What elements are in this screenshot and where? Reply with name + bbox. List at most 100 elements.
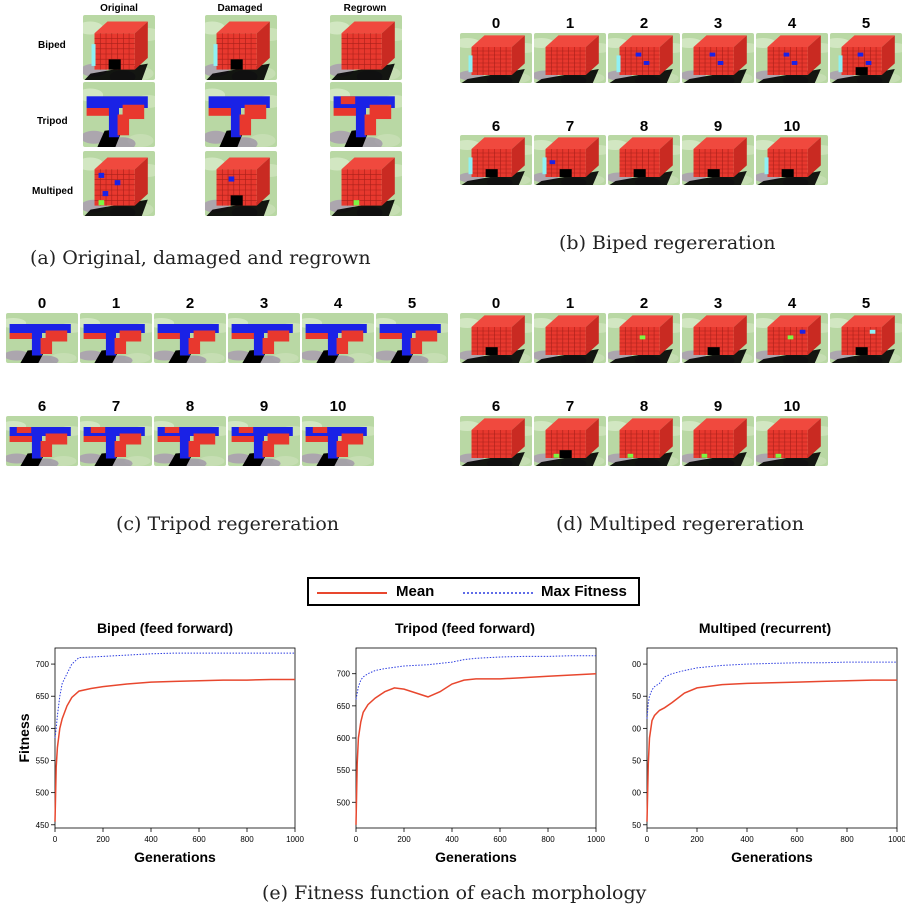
tripod-step-tile-0 <box>6 313 78 363</box>
x-tick-label: 400 <box>740 835 754 844</box>
tripod-step-label-1: 1 <box>111 295 121 312</box>
multiped-step-label-3: 3 <box>713 295 723 312</box>
biped-step-tile-9 <box>682 135 754 185</box>
panel-a-tile-tripod-damaged <box>205 82 277 147</box>
caption-e: (e) Fitness function of each morphology <box>262 882 647 904</box>
tripod-step-label-5: 5 <box>407 295 417 312</box>
col-label-original: Original <box>100 3 138 14</box>
biped-step-label-1: 1 <box>565 15 575 32</box>
tripod-step-label-3: 3 <box>259 295 269 312</box>
multiped-step-label-9: 9 <box>713 398 723 415</box>
biped-step-label-8: 8 <box>639 118 649 135</box>
x-tick-label: 0 <box>53 835 58 844</box>
y-tick-label: 700 <box>337 670 351 679</box>
tripod-step-label-10: 10 <box>329 398 347 415</box>
tripod-step-label-9: 9 <box>259 398 269 415</box>
biped-step-label-0: 0 <box>491 15 501 32</box>
biped-step-tile-6 <box>460 135 532 185</box>
multiped-step-tile-2 <box>608 313 680 363</box>
chart-title: Biped (feed forward) <box>97 620 233 636</box>
biped-step-label-6: 6 <box>491 118 501 135</box>
multiped-step-label-2: 2 <box>639 295 649 312</box>
multiped-step-tile-4 <box>756 313 828 363</box>
y-tick-label: 50 <box>632 692 641 701</box>
series-mean-line <box>54 678 295 822</box>
biped-step-tile-8 <box>608 135 680 185</box>
tripod-step-tile-8 <box>154 416 226 466</box>
biped-step-label-4: 4 <box>787 15 797 32</box>
fitness-chart-0: Biped (feed forward) 0 200 400 600 800 1000 450… <box>16 620 304 865</box>
row-label-multiped: Multiped <box>32 186 74 197</box>
multiped-step-tile-8 <box>608 416 680 466</box>
multiped-step-label-1: 1 <box>565 295 575 312</box>
x-tick-label: 600 <box>192 835 206 844</box>
tripod-step-tile-1 <box>80 313 152 363</box>
multiped-step-tile-7 <box>534 416 606 466</box>
caption-a: (a) Original, damaged and regrown <box>30 247 371 269</box>
biped-step-label-10: 10 <box>783 118 801 135</box>
multiped-step-tile-5 <box>830 313 902 363</box>
multiped-step-label-0: 0 <box>491 295 501 312</box>
tripod-step-tile-6 <box>6 416 78 466</box>
x-axis-label: Generations <box>134 849 216 865</box>
x-tick-label: 800 <box>541 835 555 844</box>
multiped-step-label-6: 6 <box>491 398 501 415</box>
legend: Mean Max Fitness <box>307 577 640 606</box>
y-tick-label: 450 <box>36 821 50 830</box>
x-tick-label: 400 <box>445 835 459 844</box>
multiped-step-tile-0 <box>460 313 532 363</box>
multiped-step-label-5: 5 <box>861 295 871 312</box>
tripod-step-label-8: 8 <box>185 398 195 415</box>
legend-max-label: Max Fitness <box>541 583 627 600</box>
biped-step-label-5: 5 <box>861 15 871 32</box>
multiped-step-tile-1 <box>534 313 606 363</box>
panel-a-tile-biped-damaged <box>205 15 277 80</box>
row-label-tripod: Tripod <box>37 116 68 127</box>
biped-step-tile-3 <box>682 33 754 83</box>
y-tick-label: 500 <box>36 789 50 798</box>
row-label-biped: Biped <box>38 40 66 51</box>
x-axis-label: Generations <box>435 849 517 865</box>
tripod-step-label-7: 7 <box>111 398 121 415</box>
chart-title: Tripod (feed forward) <box>395 620 535 636</box>
y-tick-label: 650 <box>36 692 50 701</box>
panel-a-tile-biped-original <box>83 15 155 80</box>
tripod-step-label-0: 0 <box>37 295 47 312</box>
multiped-step-label-7: 7 <box>565 398 575 415</box>
multiped-step-tile-10 <box>756 416 828 466</box>
x-tick-label: 1000 <box>888 835 905 844</box>
biped-step-label-7: 7 <box>565 118 575 135</box>
x-tick-label: 200 <box>397 835 411 844</box>
legend-mean-swatch <box>317 592 387 594</box>
panel-a-tile-biped-regrown <box>330 15 402 80</box>
biped-step-label-3: 3 <box>713 15 723 32</box>
series-max-fitness-line <box>646 661 897 719</box>
plot-frame <box>646 647 898 829</box>
y-tick-label: 50 <box>632 821 641 830</box>
tripod-step-label-4: 4 <box>333 295 343 312</box>
tripod-step-tile-3 <box>228 313 300 363</box>
tripod-step-label-6: 6 <box>37 398 47 415</box>
multiped-step-label-8: 8 <box>639 398 649 415</box>
x-tick-label: 600 <box>790 835 804 844</box>
plot-frame <box>54 647 296 829</box>
y-tick-label: 00 <box>632 789 641 798</box>
multiped-step-label-10: 10 <box>783 398 801 415</box>
x-axis-label: Generations <box>731 849 813 865</box>
y-tick-label: 650 <box>337 702 351 711</box>
panel-a-tile-tripod-regrown <box>330 82 402 147</box>
fitness-chart-2: Multiped (recurrent) 0 200 400 600 800 1000 50 0… <box>632 620 905 865</box>
caption-b: (b) Biped regereration <box>559 232 776 254</box>
biped-step-tile-10 <box>756 135 828 185</box>
col-label-damaged: Damaged <box>217 3 263 14</box>
caption-d: (d) Multiped regereration <box>556 513 804 535</box>
biped-step-tile-2 <box>608 33 680 83</box>
panel-a-tile-multiped-regrown <box>330 151 402 216</box>
x-tick-label: 800 <box>240 835 254 844</box>
y-tick-label: 00 <box>632 660 641 669</box>
series-mean-line <box>646 679 897 822</box>
tripod-step-tile-10 <box>302 416 374 466</box>
y-axis-label: Fitness <box>16 713 32 762</box>
fitness-chart-1: Tripod (feed forward) 0 200 400 600 800 1000 50… <box>337 620 605 865</box>
tripod-step-tile-5 <box>376 313 448 363</box>
